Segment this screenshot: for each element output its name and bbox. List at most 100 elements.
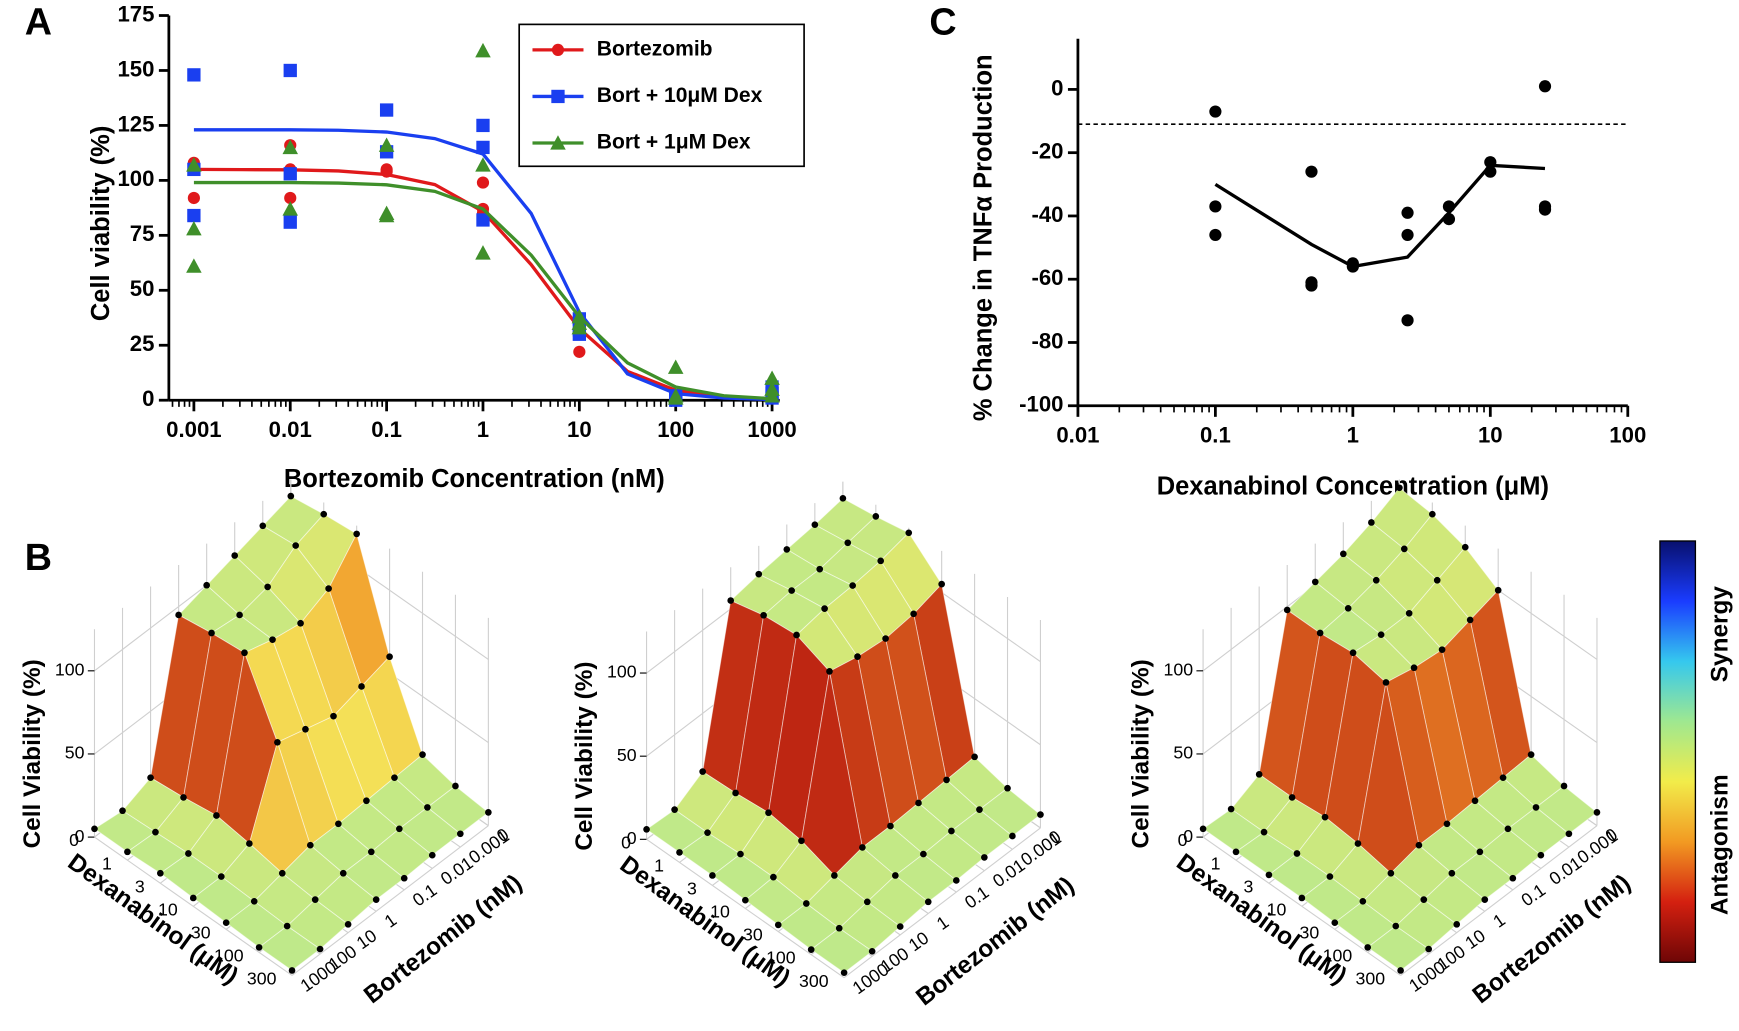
floor-grid [843, 827, 1041, 979]
mean-line [1214, 163, 1546, 269]
x-tick-label: 100 [1609, 423, 1646, 448]
grid-point [335, 820, 342, 828]
y-tick-label: 1 [1489, 910, 1509, 932]
z-tick-label: 50 [1173, 743, 1193, 763]
x-tick-label: 300 [799, 971, 829, 991]
z-tick-label: 100 [55, 660, 85, 680]
marker [476, 213, 490, 227]
z-tick-label: 50 [617, 745, 637, 765]
marker [1401, 206, 1414, 219]
grid-point [896, 923, 904, 930]
grid-point [1420, 896, 1428, 903]
grid-point [157, 869, 164, 877]
y-tick-label: -40 [1031, 202, 1063, 227]
grid-point [1354, 840, 1362, 847]
grid-point [189, 894, 197, 902]
grid-point [826, 668, 833, 675]
legend-label: Bort + 10μM Dex [597, 84, 763, 107]
grid-point [250, 897, 258, 905]
grid-point [737, 850, 744, 858]
grid-point [1037, 811, 1044, 818]
z-axis-title: Cell Viability (%) [571, 661, 598, 850]
grid-point [1476, 848, 1484, 856]
marker [476, 140, 490, 155]
grid-point [1481, 896, 1489, 903]
grid-point [709, 872, 716, 879]
panel-label: C [929, 0, 956, 42]
grid-point [175, 611, 182, 619]
grid-point [124, 848, 131, 856]
marker [1442, 200, 1456, 213]
x-tick-label: 300 [1356, 969, 1386, 989]
grid-point [311, 896, 319, 903]
grid-point [676, 849, 683, 856]
grid-point [863, 898, 871, 906]
grid-point [1232, 848, 1240, 856]
y-tick-label: -80 [1031, 328, 1063, 353]
grid-point [798, 837, 805, 845]
x-tick-label: 100 [766, 948, 796, 968]
grid-point [1288, 794, 1296, 801]
grid-point [971, 753, 978, 761]
x-tick-label: 0 [69, 830, 79, 850]
marker [283, 167, 297, 181]
grid-point [821, 605, 828, 612]
legend-marker [550, 135, 566, 150]
grid-point [297, 619, 304, 627]
grid-point [424, 804, 431, 811]
grid-point [485, 809, 492, 816]
y-tick-label: 10 [353, 925, 381, 953]
grid-point [1293, 850, 1301, 857]
grid-point [1433, 576, 1441, 584]
x-tick-label: 0 [621, 832, 631, 852]
grid-point [419, 751, 426, 758]
grid-point [339, 869, 347, 877]
grid-point [1009, 832, 1016, 840]
grid-point [358, 683, 365, 690]
x-tick-label: 1 [1211, 853, 1221, 873]
grid-point [325, 585, 332, 592]
x-tick-label: 10 [1478, 423, 1503, 448]
grid-point [1532, 804, 1540, 811]
x-axis-title: Bortezomib Concentration (nM) [284, 465, 665, 493]
grid-point [943, 776, 950, 784]
marker [1538, 80, 1552, 93]
marker [1538, 203, 1552, 216]
marker [186, 258, 202, 273]
y-tick-label: 10 [905, 928, 933, 956]
grid-point [255, 944, 263, 951]
grid-point [981, 854, 988, 861]
grid-point [1453, 921, 1461, 928]
x-tick-label: 10 [158, 899, 178, 919]
marker [764, 370, 780, 385]
panel-label: B [25, 536, 52, 578]
grid-point [892, 872, 899, 879]
marker [379, 103, 394, 117]
y-tick-label: 25 [130, 331, 155, 356]
x-tick-label: 30 [191, 922, 211, 942]
grid-point [1321, 813, 1329, 821]
grid-point [938, 580, 945, 588]
marker [475, 245, 491, 260]
colorbar-label: Synergy [1706, 586, 1733, 683]
grid-point [1349, 649, 1357, 657]
x-tick-label: 30 [1300, 922, 1320, 942]
marker [475, 42, 491, 58]
legend-label: Bort + 1μM Dex [597, 131, 751, 154]
grid-point [788, 587, 796, 594]
marker [1209, 105, 1222, 118]
marker [1401, 228, 1414, 242]
grid-point [1429, 510, 1436, 518]
y-tick-label: 50 [130, 276, 155, 301]
grid-point [1425, 945, 1433, 953]
y-tick-label: 125 [117, 111, 154, 136]
x-tick-label: 1000 [747, 417, 796, 442]
marker [1305, 279, 1318, 292]
marker [186, 220, 202, 236]
grid-point [213, 812, 220, 819]
grid-point [1565, 830, 1573, 838]
z-tick-label: 0 [627, 828, 637, 848]
grid-point [203, 581, 210, 589]
y-axis-title: % Change in TNFα Production [970, 54, 998, 421]
